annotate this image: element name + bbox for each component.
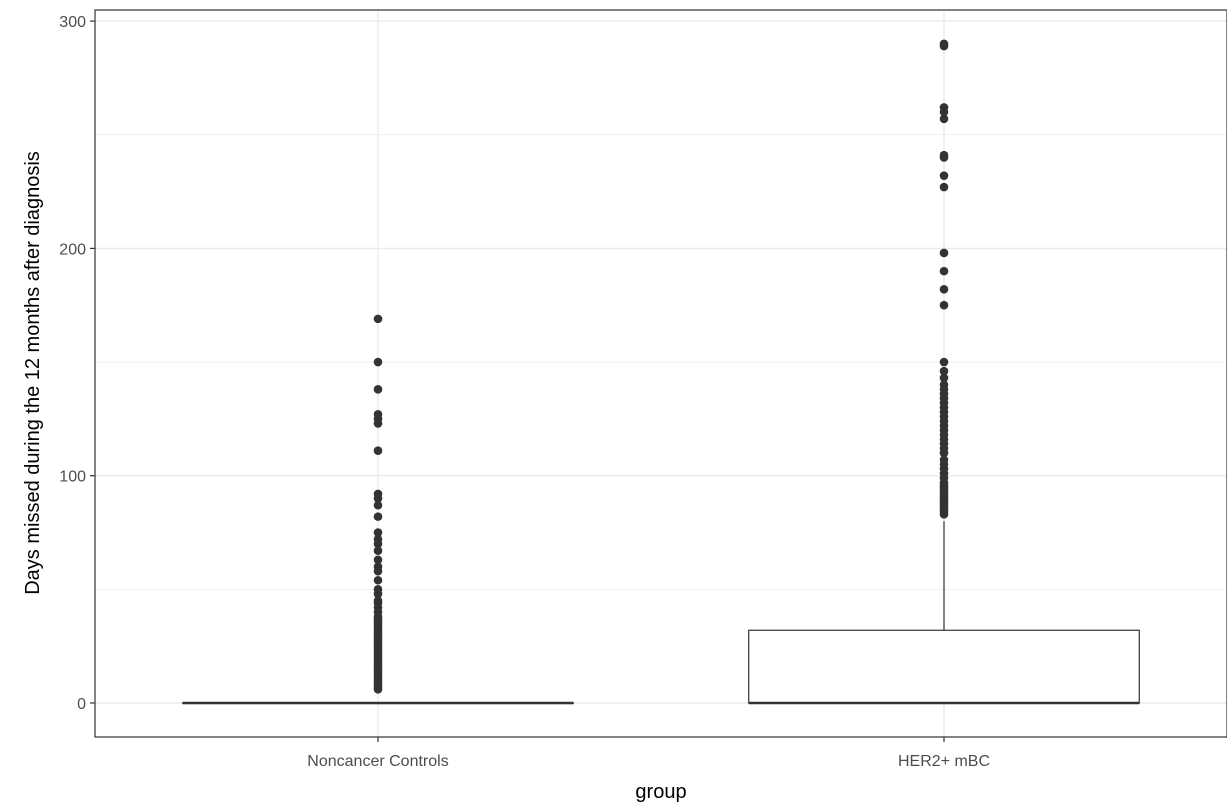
outlier-point: [373, 489, 383, 499]
outlier-point: [373, 585, 383, 594]
outlier-point: [373, 528, 383, 537]
outlier-point: [373, 385, 383, 394]
box-series: [182, 521, 1140, 705]
y-tick-label: 100: [59, 469, 86, 486]
y-tick-label: 200: [59, 241, 86, 258]
outlier-point: [939, 182, 949, 192]
outlier-point: [373, 546, 383, 556]
plot-border: [94, 9, 1227, 738]
outlier-point: [373, 535, 383, 544]
outlier-point: [939, 150, 949, 160]
outlier-point: [939, 285, 949, 294]
outlier-point: [373, 446, 383, 455]
box-iqr: [748, 629, 1140, 704]
outlier-point: [939, 39, 949, 49]
plot-background: [95, 10, 1227, 737]
outlier-point: [373, 555, 383, 565]
outlier-point: [373, 512, 383, 521]
outlier-point: [373, 500, 383, 510]
y-tick-label: 0: [77, 696, 86, 713]
x-tick-label: HER2+ mBC: [898, 753, 990, 770]
x-axis-ticks: Noncancer Controls HER2+ mBC: [307, 737, 990, 770]
y-axis-ticks: 0 100 200 300: [59, 14, 95, 713]
x-tick-label: Noncancer Controls: [307, 753, 448, 770]
outlier-point: [939, 455, 949, 465]
outlier-point: [939, 248, 949, 258]
outlier-point: [373, 410, 383, 419]
outlier-point: [939, 366, 949, 376]
outlier-point: [939, 380, 949, 390]
y-tick-label: 300: [59, 14, 86, 31]
outlier-points: [373, 39, 949, 694]
outlier-point: [373, 575, 383, 585]
outlier-point: [373, 596, 383, 606]
y-axis-title: Days missed during the 12 months after d…: [22, 151, 44, 595]
outlier-point: [939, 171, 949, 180]
outlier-point: [939, 114, 949, 124]
outlier-point: [939, 300, 949, 310]
outlier-point: [939, 373, 949, 383]
outlier-point: [373, 314, 383, 324]
x-axis-title: group: [635, 781, 686, 803]
outlier-point: [939, 266, 949, 276]
outlier-point: [939, 357, 949, 367]
outlier-point: [373, 357, 383, 367]
outlier-point: [373, 562, 383, 571]
outlier-point: [939, 103, 949, 112]
